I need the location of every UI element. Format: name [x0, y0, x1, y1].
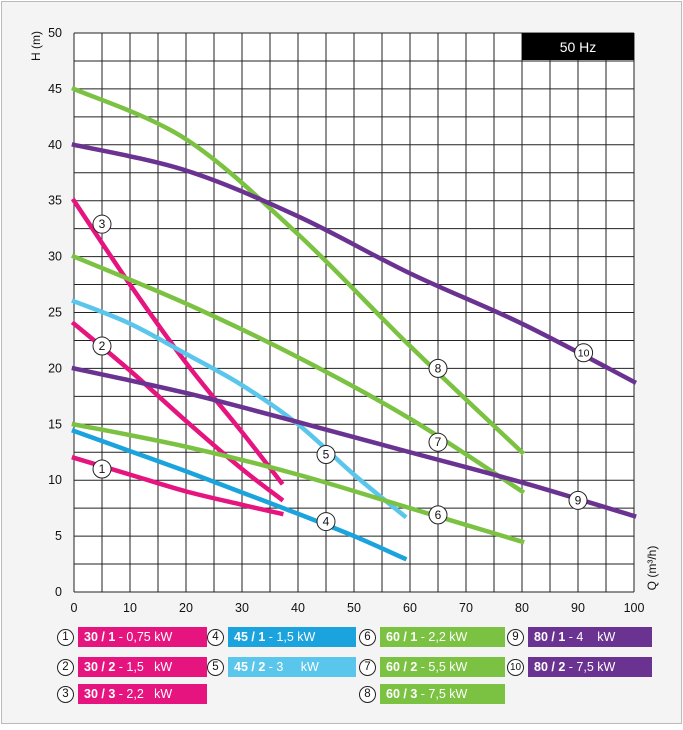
curve-marker-label-8: 8: [435, 361, 442, 375]
curve-marker-label-10: 10: [578, 348, 590, 360]
x-tick-label: 100: [624, 601, 645, 615]
curve-1: [71, 455, 284, 517]
curve-marker-9: [568, 490, 588, 510]
y-tick-label: 5: [55, 529, 62, 543]
frequency-badge-bg: [522, 33, 634, 60]
y-axis-label: H (m): [29, 31, 43, 61]
curve-markers: 1 2 3 4 5 6 7 8 9 10: [92, 214, 594, 532]
y-tick-label: 20: [48, 361, 62, 375]
curve-6: [71, 421, 525, 545]
curve-10: [71, 142, 638, 385]
grid-lines: [73, 32, 635, 593]
curve-marker-label-9: 9: [575, 493, 582, 507]
curve-5: [71, 298, 408, 520]
pump-curves: [70, 85, 638, 562]
curve-marker-label-1: 1: [99, 462, 106, 476]
x-axis-label: Q (m³/h): [645, 546, 659, 591]
x-tick-label: 10: [123, 601, 137, 615]
curve-9: [71, 365, 637, 519]
y-tick-label: 30: [48, 250, 62, 264]
x-tick-label: 50: [347, 601, 361, 615]
curve-marker-8: [428, 358, 448, 378]
x-tick-label: 40: [291, 601, 305, 615]
curve-8: [71, 85, 526, 456]
curve-marker-label-2: 2: [99, 339, 106, 353]
y-tick-label: 35: [48, 194, 62, 208]
y-tick-label: 0: [55, 585, 62, 599]
y-tick-label: 40: [48, 138, 62, 152]
curve-marker-2: [92, 336, 112, 356]
curve-marker-label-3: 3: [99, 217, 106, 231]
frequency-badge: 50 Hz: [560, 39, 597, 55]
x-tick-label: 30: [235, 601, 249, 615]
x-tick-label: 80: [515, 601, 529, 615]
curve-marker-label-7: 7: [435, 435, 442, 449]
curve-marker-5: [316, 444, 336, 464]
x-tick-label: 20: [179, 601, 193, 615]
y-tick-label: 25: [48, 306, 62, 320]
y-tick-label: 10: [48, 473, 62, 487]
y-tick-label: 50: [48, 26, 62, 40]
curve-4: [71, 428, 408, 562]
curve-marker-label-4: 4: [323, 515, 330, 529]
y-tick-label: 45: [48, 82, 62, 96]
curve-7: [71, 253, 526, 495]
curve-marker-3: [92, 214, 112, 234]
curve-3: [70, 197, 285, 486]
y-tick-labels: 0 5 10 15 20 25 30 35 40 45 50: [48, 26, 62, 599]
curve-marker-7: [428, 432, 448, 452]
x-tick-label: 70: [459, 601, 473, 615]
x-tick-labels: 0 10 20 30 40 50 60 70 80 90 100: [71, 601, 645, 615]
curve-marker-1: [92, 459, 112, 479]
curve-marker-4: [316, 512, 336, 532]
x-tick-label: 0: [71, 601, 78, 615]
x-tick-label: 60: [403, 601, 417, 615]
curve-marker-label-5: 5: [323, 447, 330, 461]
curve-marker-6: [428, 505, 448, 525]
y-tick-label: 15: [48, 417, 62, 431]
x-tick-label: 90: [571, 601, 585, 615]
curve-marker-10: [574, 343, 594, 363]
curve-2: [70, 320, 285, 503]
curve-marker-label-6: 6: [435, 508, 442, 522]
